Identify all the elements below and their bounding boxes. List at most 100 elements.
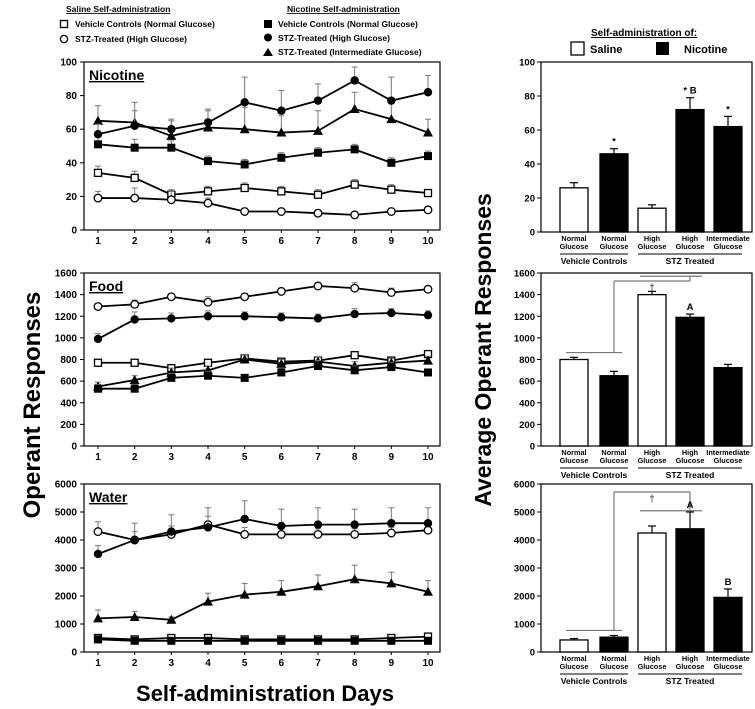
- marker-circle-open: [423, 205, 433, 215]
- marker-triangle-filled: [239, 354, 250, 364]
- group-label: Vehicle Controls: [561, 676, 628, 686]
- chart-title: Nicotine: [89, 67, 144, 83]
- x-tick-label: 1: [95, 658, 101, 669]
- x-category-label: High: [644, 234, 660, 243]
- series-line: [98, 365, 429, 390]
- legend-label: STZ-Treated (High Glucose): [75, 34, 187, 44]
- y-tick-label: 400: [519, 398, 535, 409]
- marker-triangle-filled: [166, 614, 177, 624]
- marker-circle-filled: [240, 514, 249, 524]
- marker-square-filled: [277, 153, 286, 162]
- x-tick-label: 4: [205, 452, 211, 463]
- y-tick-label: 100: [60, 58, 77, 69]
- marker-circle-filled: [350, 520, 359, 529]
- y-tick-label: 0: [530, 648, 535, 659]
- x-category-label: High: [682, 654, 698, 663]
- bar-nicotine: [599, 636, 629, 653]
- x-tick-label: 1: [95, 236, 101, 247]
- series-line: [97, 108, 429, 137]
- y-tick-label: 1000: [55, 620, 78, 631]
- marker-circle-open: [313, 281, 323, 291]
- marker-circle-filled: [240, 98, 249, 107]
- bar-saline: [637, 293, 667, 447]
- significance-symbol: †: [649, 494, 655, 505]
- bar-nicotine: [713, 596, 743, 653]
- bar-chart-2: 02004006008001000120014001600†NormalGluc…: [514, 269, 753, 480]
- series-triangle-filled: [93, 564, 433, 624]
- marker-square-open: [350, 180, 359, 189]
- marker-triangle-filled: [349, 104, 360, 114]
- y-tick-label: 400: [60, 398, 77, 409]
- marker-circle-filled: [277, 521, 286, 531]
- x-tick-label: 9: [389, 658, 395, 669]
- y-tick-label: 3000: [514, 564, 535, 575]
- series-circle-filled: [93, 308, 433, 344]
- x-category-label: Glucose: [714, 242, 743, 251]
- marker-triangle-filled: [239, 589, 250, 599]
- marker-triangle-filled: [423, 586, 433, 596]
- marker-circle-filled: [387, 308, 396, 318]
- series-circle-filled: [93, 500, 433, 559]
- series-circle-filled: [93, 66, 433, 139]
- marker-square-filled: [240, 160, 249, 169]
- x-category-label: Glucose: [560, 662, 589, 671]
- x-tick-label: 5: [242, 236, 248, 247]
- marker-square-filled: [167, 143, 176, 152]
- x-category-label: Glucose: [638, 456, 667, 465]
- marker-circle-filled: [423, 88, 433, 97]
- series-line: [97, 635, 429, 641]
- y-tick-label: 5000: [55, 508, 78, 519]
- x-category-label: High: [644, 654, 660, 663]
- marker-circle-open: [203, 198, 213, 208]
- marker-triangle-filled: [129, 375, 140, 385]
- marker-square-filled: [314, 636, 322, 645]
- marker-square-filled: [387, 363, 396, 372]
- left-x-axis-label: Self-administration Days: [136, 681, 394, 706]
- marker-triangle-filled: [423, 355, 433, 365]
- series-line: [97, 143, 429, 166]
- marker-square-open: [130, 358, 139, 367]
- marker-circle-filled: [130, 121, 139, 131]
- marker-triangle-filled: [276, 127, 287, 137]
- group-label: STZ Treated: [666, 676, 715, 686]
- y-tick-label: 1400: [55, 290, 78, 301]
- bar-saline: [637, 532, 667, 653]
- marker-circle-open: [423, 525, 433, 535]
- marker-square-filled: [277, 368, 286, 377]
- x-tick-label: 1: [95, 452, 101, 463]
- x-category-label: Glucose: [676, 456, 705, 465]
- plot-frame: [83, 61, 441, 231]
- x-category-label: Normal: [601, 448, 626, 457]
- legend-nicotine-swatch: [656, 42, 669, 55]
- series-line: [97, 358, 429, 388]
- marker-circle-filled: [203, 118, 213, 127]
- marker-square-open: [93, 168, 103, 178]
- marker-triangle-filled: [313, 581, 323, 591]
- x-tick-label: 3: [169, 658, 175, 669]
- marker-circle-filled: [240, 312, 249, 321]
- chart-title: Food: [89, 278, 123, 294]
- marker-square-filled: [130, 384, 139, 393]
- marker-triangle-filled: [93, 115, 103, 125]
- legend-saline-header: Saline Self-administration: [66, 4, 170, 14]
- legend-nicotine-label: Nicotine: [684, 44, 727, 56]
- marker-triangle-filled: [386, 114, 397, 124]
- x-tick-label: 2: [132, 658, 138, 669]
- bar-chart-1: 020406080100NormalGlucose*NormalGlucoseH…: [519, 58, 753, 266]
- marker-triangle-filled: [423, 127, 433, 137]
- marker-circle-filled: [387, 519, 396, 528]
- series-line: [98, 353, 429, 370]
- significance-label: A: [687, 302, 694, 313]
- marker-square-filled: [350, 366, 359, 375]
- marker-square-open: [93, 358, 103, 367]
- x-tick-label: 5: [242, 452, 248, 463]
- series-line: [97, 578, 429, 621]
- x-tick-label: 8: [352, 236, 358, 247]
- marker-triangle-filled: [386, 578, 397, 588]
- marker-circle-open: [350, 210, 360, 220]
- x-tick-label: 7: [315, 236, 321, 247]
- marker-triangle-filled: [166, 130, 177, 140]
- x-category-label: High: [644, 448, 660, 457]
- y-tick-label: 6000: [55, 480, 78, 491]
- x-category-label: Normal: [561, 448, 586, 457]
